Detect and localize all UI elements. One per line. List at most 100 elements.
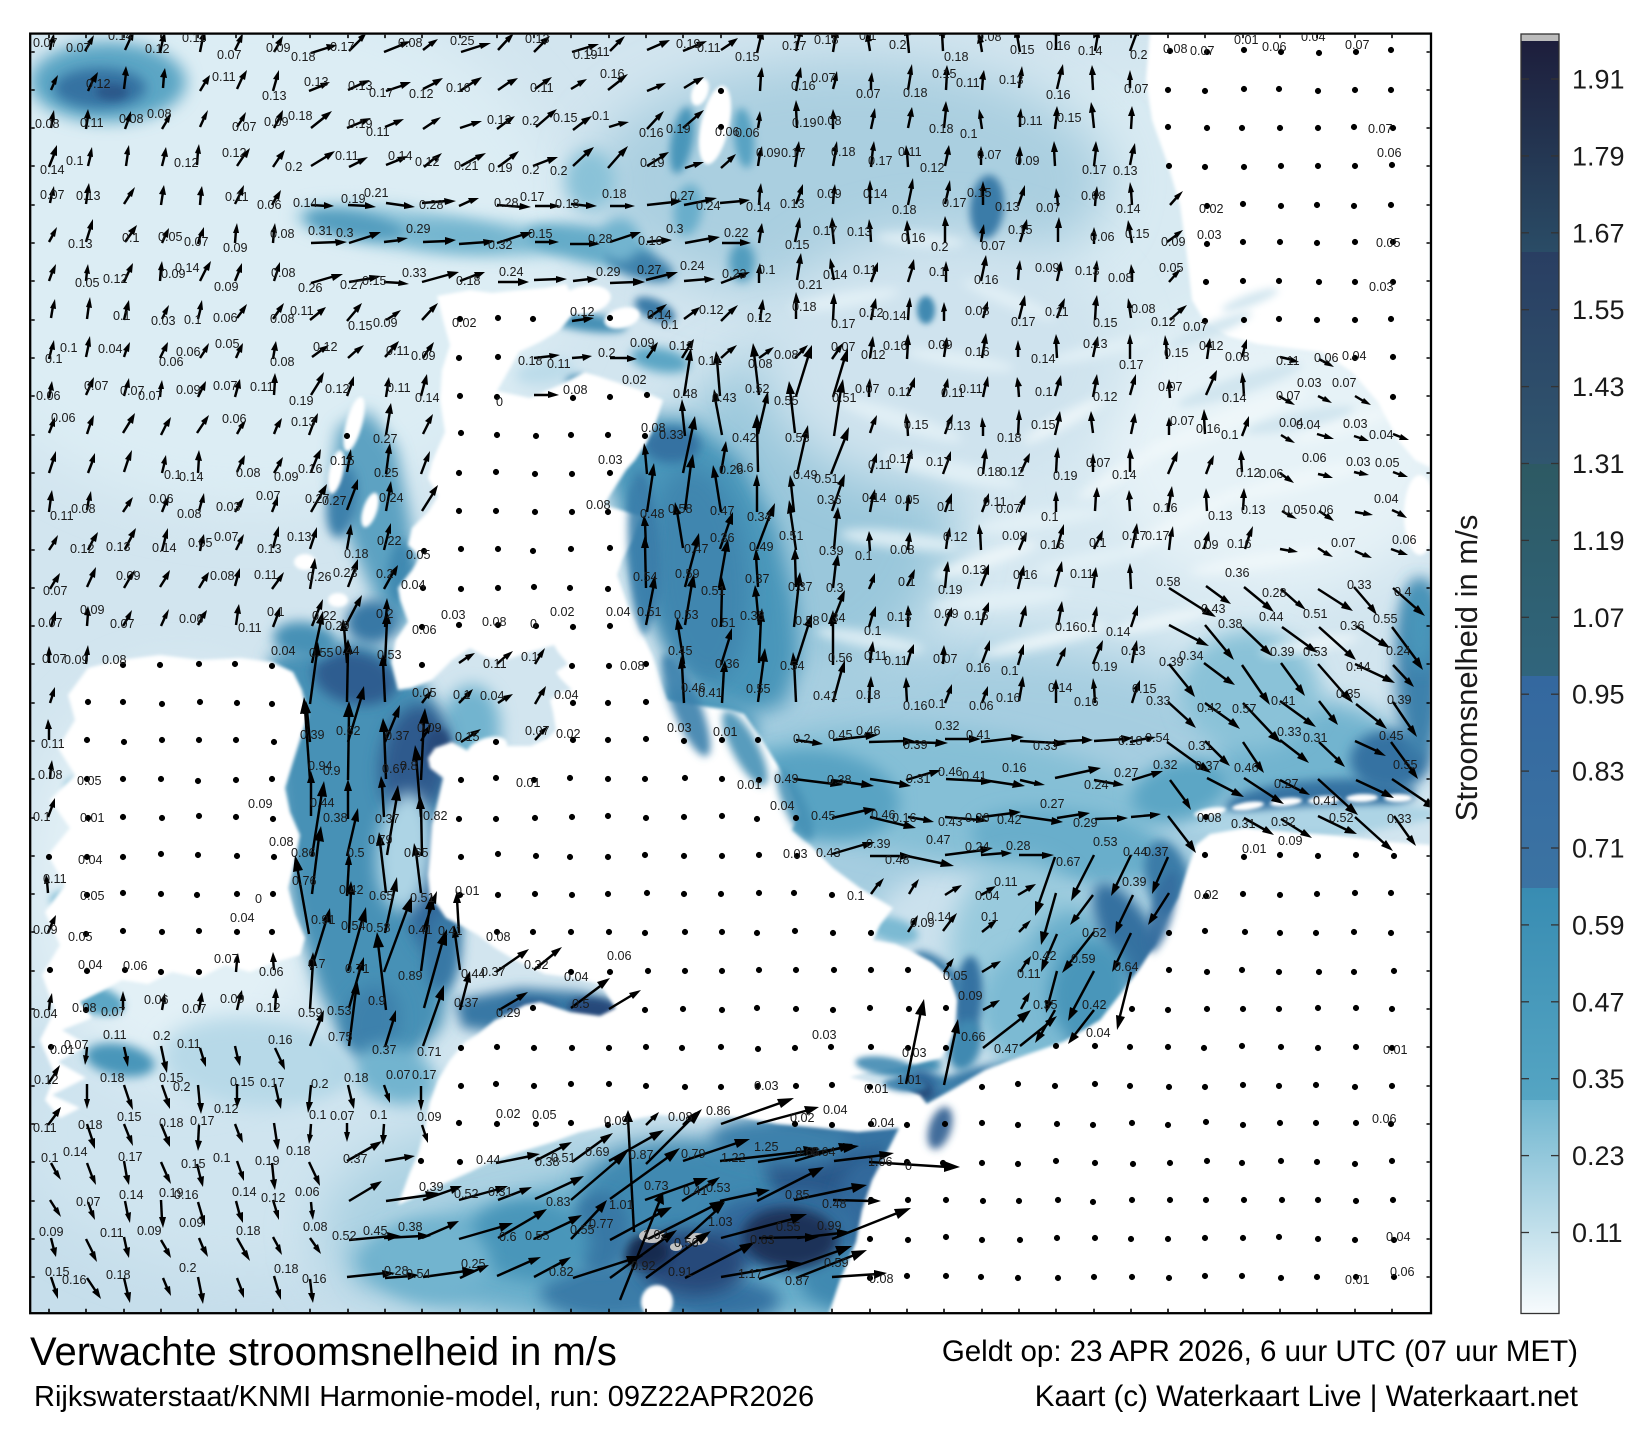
svg-text:0.09: 0.09	[223, 241, 248, 255]
svg-text:0.07: 0.07	[386, 1068, 411, 1082]
svg-text:0.18: 0.18	[903, 86, 928, 100]
svg-text:0.04: 0.04	[1279, 416, 1304, 430]
svg-text:0.64: 0.64	[1114, 960, 1139, 974]
svg-text:0.55: 0.55	[746, 682, 771, 696]
svg-text:0.13: 0.13	[999, 73, 1024, 87]
svg-text:0.06: 0.06	[222, 412, 247, 426]
svg-text:0.15: 0.15	[1057, 111, 1082, 125]
svg-text:0.09: 0.09	[64, 653, 89, 667]
svg-text:0.07: 0.07	[1036, 201, 1061, 215]
svg-text:0.09: 0.09	[248, 797, 273, 811]
svg-text:0.18: 0.18	[78, 1118, 103, 1132]
svg-text:0.73: 0.73	[644, 1179, 669, 1193]
svg-text:0.06: 0.06	[144, 993, 169, 1007]
svg-text:0.33: 0.33	[659, 428, 684, 442]
svg-text:0.08: 0.08	[177, 507, 202, 521]
svg-text:0.55: 0.55	[309, 646, 334, 660]
svg-text:0.9: 0.9	[323, 764, 341, 778]
svg-text:0.16: 0.16	[892, 811, 917, 825]
svg-text:0.55: 0.55	[774, 394, 799, 408]
svg-text:0.03: 0.03	[812, 1028, 837, 1042]
svg-text:0.21: 0.21	[454, 159, 479, 173]
svg-text:1.67: 1.67	[1572, 218, 1625, 248]
svg-text:0.11: 0.11	[483, 657, 507, 671]
svg-text:0.34: 0.34	[747, 510, 772, 524]
svg-text:0.17: 0.17	[926, 455, 951, 469]
svg-text:0.59: 0.59	[1071, 952, 1096, 966]
svg-text:0.15: 0.15	[904, 418, 929, 432]
svg-text:0.04: 0.04	[1342, 349, 1367, 363]
svg-text:0.12: 0.12	[415, 155, 440, 169]
svg-text:0.47: 0.47	[1572, 987, 1625, 1017]
svg-text:0.47: 0.47	[926, 833, 951, 847]
svg-text:0.1: 0.1	[758, 263, 776, 277]
svg-text:0.32: 0.32	[488, 238, 513, 252]
svg-text:0.07: 0.07	[256, 489, 281, 503]
svg-text:0.39: 0.39	[819, 544, 844, 558]
svg-text:0.24: 0.24	[965, 840, 990, 854]
svg-text:0.32: 0.32	[524, 958, 549, 972]
svg-text:0.1: 0.1	[1041, 510, 1059, 524]
svg-text:0.12: 0.12	[1199, 339, 1224, 353]
svg-text:0.13: 0.13	[995, 200, 1020, 214]
svg-text:0.13: 0.13	[1075, 264, 1100, 278]
svg-text:0.05: 0.05	[412, 686, 437, 700]
svg-text:0.04: 0.04	[554, 688, 579, 702]
svg-text:0.06: 0.06	[257, 198, 282, 212]
svg-text:0.05: 0.05	[80, 889, 105, 903]
svg-text:0.05: 0.05	[215, 337, 240, 351]
svg-text:0.07: 0.07	[330, 1109, 355, 1123]
svg-text:0.04: 0.04	[230, 911, 255, 925]
svg-text:0.33: 0.33	[1387, 812, 1412, 826]
svg-text:0.16: 0.16	[446, 81, 471, 95]
svg-text:0.1: 0.1	[45, 352, 63, 366]
svg-text:0.12: 0.12	[325, 382, 350, 396]
svg-text:0.03: 0.03	[441, 608, 466, 622]
svg-text:0.18: 0.18	[286, 1144, 311, 1158]
svg-text:0.06: 0.06	[1392, 533, 1417, 547]
svg-text:0.09: 0.09	[934, 607, 959, 621]
svg-text:0.69: 0.69	[585, 1145, 610, 1159]
svg-text:0.15: 0.15	[330, 454, 355, 468]
svg-text:0.59: 0.59	[298, 1006, 323, 1020]
svg-text:0.44: 0.44	[461, 967, 486, 981]
svg-text:0.13: 0.13	[1083, 337, 1108, 351]
svg-text:0.07: 0.07	[38, 616, 63, 630]
svg-text:0.47: 0.47	[710, 504, 735, 518]
svg-text:0.18: 0.18	[892, 203, 917, 217]
svg-text:0.01: 0.01	[455, 884, 480, 898]
svg-text:0.09: 0.09	[373, 316, 398, 330]
svg-text:0.39: 0.39	[1270, 645, 1295, 659]
svg-text:0.89: 0.89	[398, 969, 423, 983]
svg-text:0.06: 0.06	[1262, 40, 1287, 54]
svg-text:0.08: 0.08	[586, 498, 611, 512]
svg-text:0.15: 0.15	[348, 319, 373, 333]
svg-text:0.06: 0.06	[149, 492, 174, 506]
svg-text:0.2: 0.2	[931, 240, 949, 254]
svg-text:0.06: 0.06	[51, 411, 76, 425]
svg-text:0.37: 0.37	[788, 580, 813, 594]
svg-text:0.27: 0.27	[305, 492, 330, 506]
svg-text:0.1: 0.1	[855, 549, 873, 563]
svg-text:0.44: 0.44	[1346, 660, 1371, 674]
svg-text:0.07: 0.07	[1124, 82, 1149, 96]
svg-text:0.12: 0.12	[570, 305, 595, 319]
svg-text:0.45: 0.45	[668, 644, 693, 658]
svg-text:0.37: 0.37	[372, 1043, 397, 1057]
svg-text:0.16: 0.16	[1046, 39, 1071, 53]
svg-text:0.04: 0.04	[1086, 1026, 1111, 1040]
svg-text:0.07: 0.07	[977, 148, 1002, 162]
svg-text:0.04: 0.04	[975, 889, 1000, 903]
svg-text:0.38: 0.38	[323, 811, 348, 825]
svg-text:0.17: 0.17	[781, 146, 806, 160]
svg-text:0.11: 0.11	[888, 385, 912, 399]
svg-text:0.1: 0.1	[929, 265, 947, 279]
svg-text:0.25: 0.25	[461, 1257, 486, 1271]
svg-text:0.17: 0.17	[520, 190, 545, 204]
svg-text:0.67: 0.67	[1056, 855, 1081, 869]
svg-text:0.71: 0.71	[345, 962, 370, 976]
svg-text:0.13: 0.13	[1241, 503, 1266, 517]
svg-text:0.37: 0.37	[745, 572, 770, 586]
svg-text:0.11: 0.11	[864, 649, 888, 663]
svg-text:0.18: 0.18	[159, 1116, 184, 1130]
